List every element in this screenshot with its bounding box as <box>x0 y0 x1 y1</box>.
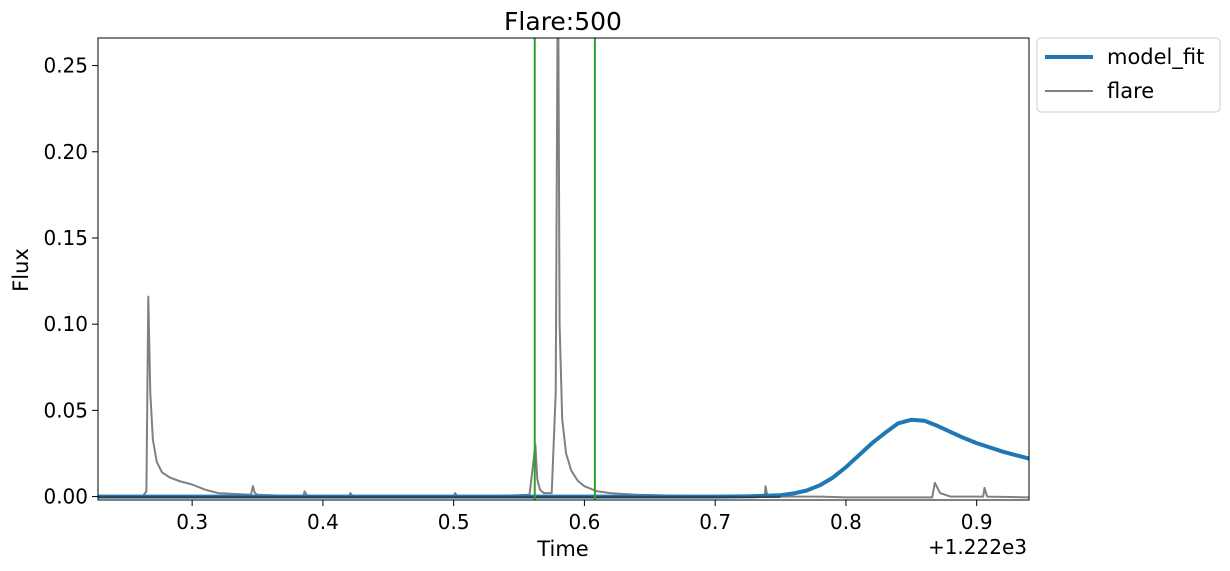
y-tick-label: 0.25 <box>43 54 88 78</box>
x-axis-ticks: 0.3 0.4 0.5 0.6 0.7 0.8 0.9 <box>176 500 993 534</box>
x-tick-label: 0.7 <box>699 510 731 534</box>
plot-area <box>98 38 1029 500</box>
plot-frame <box>97 37 1030 501</box>
y-tick-label: 0.15 <box>43 226 88 250</box>
legend: model_fit flare <box>1036 37 1221 113</box>
y-axis-label: Flux <box>9 248 33 292</box>
x-tick-label: 0.5 <box>438 510 470 534</box>
y-tick-label: 0.05 <box>43 398 88 422</box>
x-tick-label: 0.9 <box>961 510 993 534</box>
y-tick-label: 0.00 <box>43 485 88 509</box>
legend-label-model_fit: model_fit <box>1107 45 1204 70</box>
y-tick-label: 0.10 <box>43 312 88 336</box>
legend-label-flare: flare <box>1107 79 1154 103</box>
x-tick-label: 0.4 <box>307 510 339 534</box>
x-tick-label: 0.8 <box>830 510 862 534</box>
x-offset-label: +1.222e3 <box>928 535 1027 559</box>
y-axis-ticks: 0.00 0.05 0.10 0.15 0.20 0.25 <box>43 54 98 509</box>
x-tick-label: 0.6 <box>569 510 601 534</box>
y-tick-label: 0.20 <box>43 140 88 164</box>
series-line-flare <box>98 38 1029 499</box>
x-axis-label: Time <box>536 537 588 561</box>
chart-title: Flare:500 <box>504 7 622 36</box>
series-line-model_fit <box>98 417 1029 499</box>
x-tick-label: 0.3 <box>176 510 208 534</box>
